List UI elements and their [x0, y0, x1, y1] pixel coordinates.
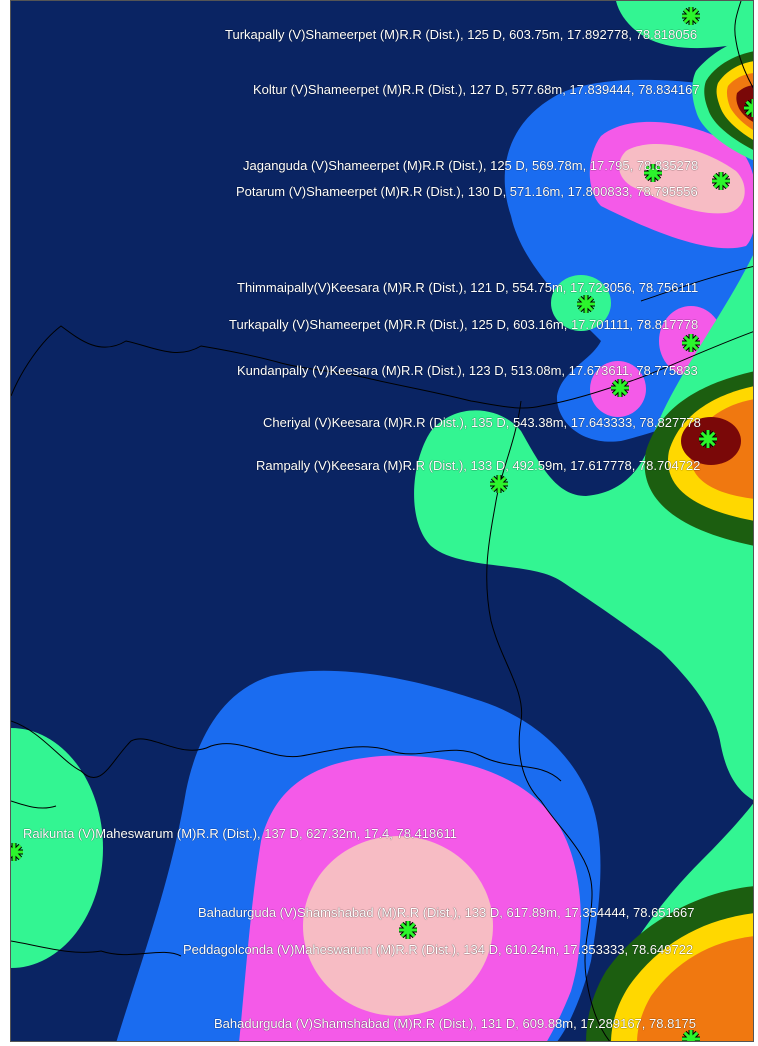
station-label: Jaganguda (V)Shameerpet (M)R.R (Dist.), …	[243, 158, 699, 173]
station-label: Thimmaipally(V)Keesara (M)R.R (Dist.), 1…	[237, 280, 699, 295]
asterisk-marker-icon	[682, 1030, 700, 1041]
asterisk-marker-icon	[611, 379, 629, 397]
asterisk-marker-icon	[577, 295, 595, 313]
green-zone-raikunta	[11, 728, 103, 968]
station-label: Turkapally (V)Shameerpet (M)R.R (Dist.),…	[229, 317, 699, 332]
asterisk-marker-icon	[490, 475, 508, 493]
boundary-line	[11, 800, 57, 809]
asterisk-marker-icon	[682, 334, 700, 352]
map-canvas	[11, 1, 753, 1041]
boundary-line	[640, 265, 753, 302]
boundary-line	[486, 400, 611, 1041]
asterisk-marker-icon	[744, 99, 753, 117]
station-label: Peddagolconda (V)Maheswarum (M)R.R (Dist…	[183, 942, 694, 957]
asterisk-marker-icon	[644, 164, 662, 182]
boundary-line	[734, 1, 753, 89]
district-boundaries	[11, 1, 753, 1041]
station-label: Bahadurguda (V)Shamshabad (M)R.R (Dist.)…	[198, 905, 695, 920]
station-label: Raikunta (V)Maheswarum (M)R.R (Dist.), 1…	[23, 826, 457, 841]
asterisk-marker-icon	[399, 921, 417, 939]
contour-map: Turkapally (V)Shameerpet (M)R.R (Dist.),…	[10, 0, 754, 1042]
boundary-line	[11, 325, 753, 409]
pink-zone-south	[303, 836, 493, 1016]
station-label: Kundanpally (V)Keesara (M)R.R (Dist.), 1…	[237, 363, 698, 378]
asterisk-marker-icon	[11, 843, 23, 861]
station-label: Cheriyal (V)Keesara (M)R.R (Dist.), 135 …	[263, 415, 701, 430]
station-label: Rampally (V)Keesara (M)R.R (Dist.), 133 …	[256, 458, 701, 473]
asterisk-marker-icon	[712, 172, 730, 190]
station-label: Turkapally (V)Shameerpet (M)R.R (Dist.),…	[225, 27, 698, 42]
orange-zone-southeast	[637, 936, 753, 1041]
pink-zone-northeast	[619, 143, 745, 214]
asterisk-marker-icon	[699, 430, 717, 448]
station-label: Bahadurguda (V)Shamshabad (M)R.R (Dist.)…	[214, 1016, 696, 1031]
asterisk-marker-icon	[682, 7, 700, 25]
green-zone-top	[616, 1, 753, 49]
marker-layer	[11, 7, 753, 1041]
station-label: Koltur (V)Shameerpet (M)R.R (Dist.), 127…	[253, 82, 700, 97]
station-label: Potarum (V)Shameerpet (M)R.R (Dist.), 13…	[236, 184, 698, 199]
boundary-line	[11, 940, 182, 957]
boundary-line	[11, 720, 562, 782]
